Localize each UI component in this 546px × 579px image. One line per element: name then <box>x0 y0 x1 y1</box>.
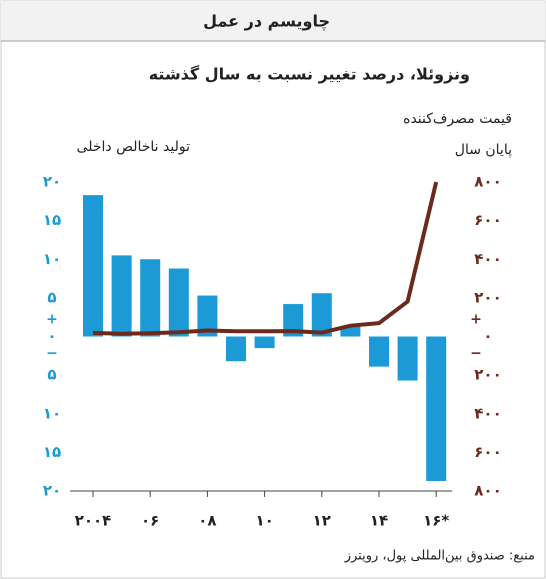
y2-axis-label: پایان سال <box>455 142 512 158</box>
y-tick-label: ۲۰ <box>43 482 61 500</box>
line <box>92 181 439 336</box>
bar <box>140 259 161 337</box>
bar <box>426 336 447 481</box>
bar <box>83 195 103 337</box>
header-bar <box>1 1 545 41</box>
x-tick-label: ۰۸ <box>198 512 216 530</box>
y2-tick-label: ۰ <box>483 327 492 345</box>
y-tick-label: ۲۰ <box>43 173 61 191</box>
chart-title: ونزوئلا، درصد تغییر نسبت به سال گذشته <box>149 65 470 84</box>
y-tick-label: ۰ <box>47 327 56 345</box>
bar <box>168 268 189 337</box>
y2-tick-label: ۴۰۰ <box>474 250 501 268</box>
y-tick-label: ۱۰ <box>43 250 61 268</box>
y-tick-label: ۵ <box>47 366 56 384</box>
y-tick-label: ۱۰ <box>43 404 61 422</box>
bar <box>311 293 332 337</box>
y2-axis-label: قیمت مصرف‌کننده <box>403 111 512 127</box>
sign-label: + <box>470 312 482 328</box>
bar <box>197 295 218 337</box>
x-tick-label: ۱۶* <box>423 512 449 530</box>
sign-label: − <box>470 346 482 362</box>
x-tick-label: ۱۴ <box>370 512 388 530</box>
y2-tick-label: ۲۰۰ <box>474 288 501 306</box>
bar <box>111 255 132 337</box>
x-tick-label: ۰۶ <box>141 512 159 530</box>
x-tick-label: ۱۰ <box>255 512 273 530</box>
y-axis-label: تولید ناخالص داخلی <box>77 139 191 155</box>
bar <box>369 336 389 367</box>
y2-tick-label: ۲۰۰ <box>474 366 501 384</box>
y2-tick-label: ۸۰۰ <box>474 482 501 500</box>
y-tick-label: ۱۵ <box>43 443 61 461</box>
x-tick-label: ۱۲ <box>313 512 331 530</box>
y2-tick-label: ۴۰۰ <box>474 404 501 422</box>
bar <box>283 304 304 337</box>
y2-tick-label: ۶۰۰ <box>474 443 501 461</box>
y2-tick-label: ۶۰۰ <box>474 211 501 229</box>
bar <box>226 336 246 362</box>
y2-tick-label: ۸۰۰ <box>474 173 501 191</box>
sign-label: + <box>46 312 58 328</box>
x-tick-label: ۲۰۰۴ <box>75 512 112 530</box>
bar <box>340 326 361 337</box>
y-tick-label: ۵ <box>47 288 56 306</box>
bar <box>254 336 275 349</box>
source: منبع: صندوق بین‌المللی پول، رویترز <box>344 549 535 564</box>
y-tick-label: ۱۵ <box>43 211 61 229</box>
sign-label: − <box>46 346 58 362</box>
bar <box>397 336 418 381</box>
header: چاویسم در عمل <box>203 12 330 32</box>
